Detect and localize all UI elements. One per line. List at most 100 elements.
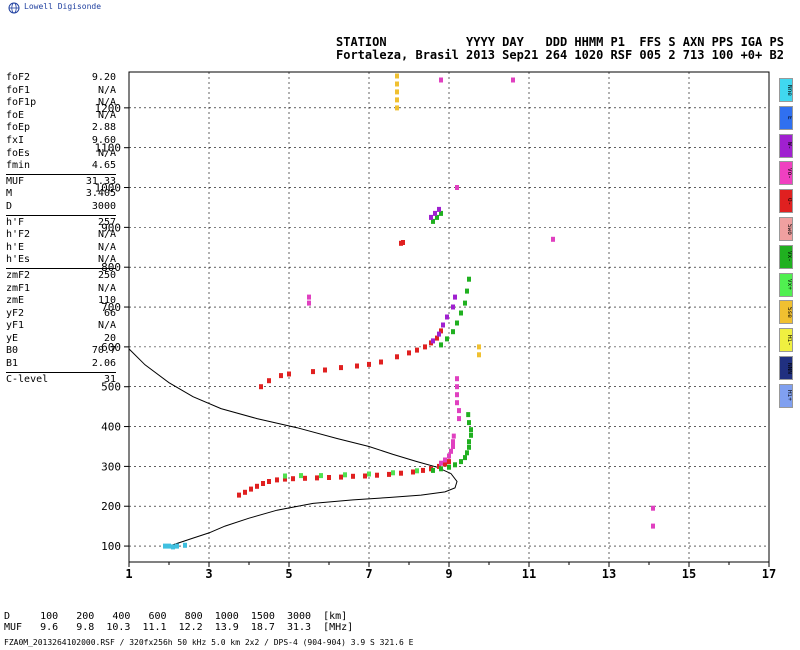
param-label: B0 xyxy=(6,345,19,357)
echo-point xyxy=(339,474,343,480)
echo-point xyxy=(445,314,449,320)
echo-point xyxy=(429,214,433,220)
param-row: D 3000 xyxy=(6,201,116,214)
y-tick-label: 800 xyxy=(101,261,121,274)
echo-point xyxy=(355,363,359,369)
param-label: M xyxy=(6,188,13,200)
param-value: 257 xyxy=(97,216,116,228)
param-value: N/A xyxy=(97,282,116,294)
echo-point xyxy=(395,89,399,95)
legend-swatch: Vx- xyxy=(779,244,793,269)
echo-point xyxy=(395,105,399,111)
param-value: 20 xyxy=(103,332,116,344)
param-value: 31.33 xyxy=(85,175,116,187)
param-row: foE N/A xyxy=(6,110,116,123)
echo-point xyxy=(303,475,307,481)
echo-point xyxy=(279,373,283,379)
param-value: 9.20 xyxy=(91,72,116,83)
echo-point xyxy=(315,475,319,481)
echo-point xyxy=(415,468,419,474)
param-row: zmE 110 xyxy=(6,295,116,308)
echo-point xyxy=(431,467,435,473)
echo-point xyxy=(367,471,371,477)
echo-point xyxy=(449,448,453,454)
y-tick-label: 300 xyxy=(101,460,121,473)
echo-point xyxy=(291,476,295,482)
param-value: 250 xyxy=(97,269,116,281)
param-row: foF1p N/A xyxy=(6,97,116,110)
param-row: zmF1 N/A xyxy=(6,283,116,296)
globe-icon xyxy=(8,2,20,14)
x-tick-label: 1 xyxy=(125,567,132,581)
param-label: fxI xyxy=(6,134,25,146)
param-row: h'F 257 xyxy=(6,217,116,230)
echo-point xyxy=(465,450,469,456)
echo-point xyxy=(455,400,459,406)
y-tick-label: 900 xyxy=(101,221,121,234)
echo-point xyxy=(311,369,315,375)
echo-point xyxy=(441,322,445,328)
echo-point xyxy=(435,214,439,220)
echo-point xyxy=(439,460,443,466)
echo-point xyxy=(455,185,459,190)
echo-point xyxy=(455,392,459,398)
legend-swatch: Vx+ xyxy=(779,272,793,297)
echo-point xyxy=(463,455,467,461)
echo-point xyxy=(443,461,447,467)
param-row: foF2 9.20 xyxy=(6,72,116,85)
echo-point xyxy=(445,336,449,342)
echo-point xyxy=(183,542,187,548)
param-row: fmin 4.65 xyxy=(6,160,116,173)
param-label: B1 xyxy=(6,358,19,370)
legend-swatch: Swo xyxy=(779,216,793,241)
legend-swatch: NNN xyxy=(779,355,793,380)
echo-point xyxy=(437,331,441,337)
echo-point xyxy=(407,350,411,356)
param-row: zmF2 250 xyxy=(6,270,116,283)
echo-point xyxy=(379,359,383,365)
echo-point xyxy=(551,236,555,242)
echo-point xyxy=(466,412,471,418)
echo-point xyxy=(375,472,379,478)
param-label: foE xyxy=(6,109,25,121)
echo-point xyxy=(175,543,179,549)
echo-point xyxy=(267,479,271,484)
param-row: foEp 2.88 xyxy=(6,122,116,135)
x-tick-label: 7 xyxy=(365,567,372,581)
echo-point xyxy=(339,365,343,371)
param-row: B1 2.06 xyxy=(6,358,116,371)
echo-point xyxy=(395,73,399,79)
x-tick-label: 13 xyxy=(602,567,616,581)
station-header: STATION YYYY DAY DDD HHMM P1 FFS S AXN P… xyxy=(336,36,784,62)
echo-point xyxy=(477,344,481,350)
param-label: h'E xyxy=(6,241,25,253)
legend-swatch: Hi- xyxy=(779,328,793,353)
echo-point xyxy=(351,473,355,479)
param-row: fxI 9.60 xyxy=(6,135,116,148)
echo-point xyxy=(455,384,459,390)
y-tick-label: 400 xyxy=(101,421,121,434)
echo-point xyxy=(387,471,391,477)
echo-point xyxy=(423,344,427,350)
echo-point xyxy=(171,544,175,550)
param-label: foF1 xyxy=(6,84,31,96)
muf-row: MUF 9.6 9.8 10.3 11.1 12.2 13.9 18.7 31.… xyxy=(4,622,354,633)
param-label: yF2 xyxy=(6,307,25,319)
echo-point xyxy=(467,276,471,282)
y-tick-label: 1000 xyxy=(95,182,122,195)
echo-point xyxy=(367,361,371,367)
echo-point xyxy=(439,466,443,472)
echo-point xyxy=(447,459,451,465)
echo-point xyxy=(439,77,443,83)
param-value: N/A xyxy=(97,229,116,241)
param-label: foF1p xyxy=(6,97,37,109)
y-tick-label: 700 xyxy=(101,301,121,314)
echo-point xyxy=(443,457,447,463)
echo-point xyxy=(323,367,327,373)
echo-point xyxy=(249,486,253,492)
echo-point xyxy=(395,97,399,103)
legend-swatch: E xyxy=(779,105,793,130)
legend-swatch: O- xyxy=(779,189,793,214)
echo-point xyxy=(343,472,347,478)
